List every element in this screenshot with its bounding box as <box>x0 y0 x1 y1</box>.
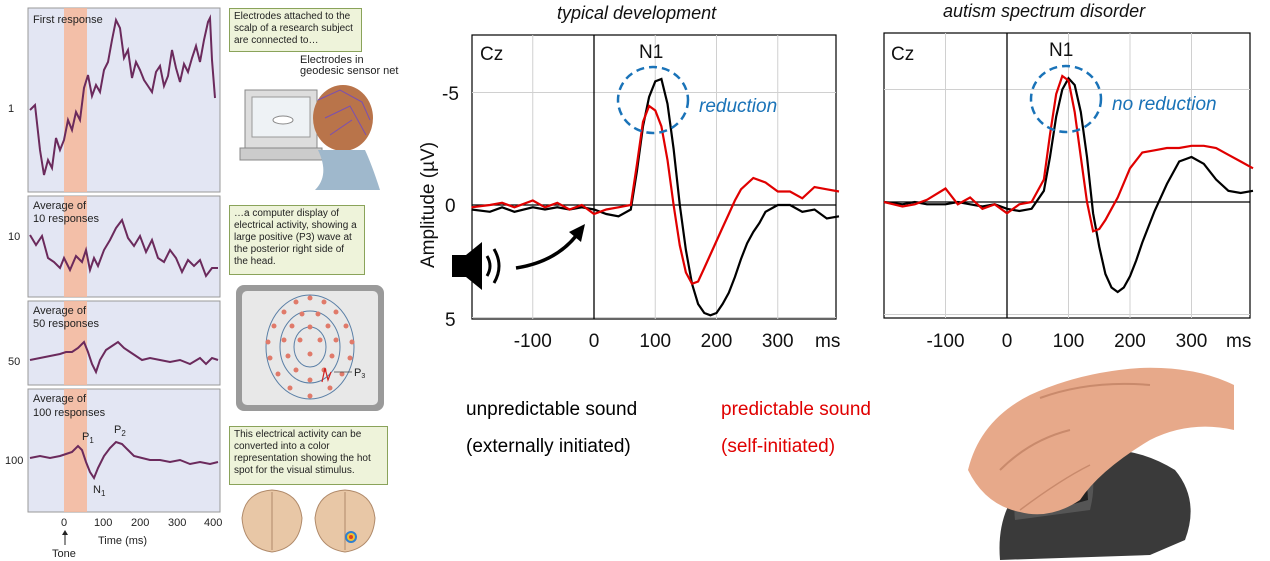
x-tick-label: 100 <box>639 331 671 352</box>
panel-label-3b: 50 responses <box>33 318 100 330</box>
trace-avg-100 <box>29 440 219 481</box>
left-x-label: Time (ms) <box>98 535 147 547</box>
peak-n1: N1 <box>93 484 106 498</box>
panel-avg-10: Average of 10 responses 10 <box>8 195 221 298</box>
x-tick-label: 300 <box>762 331 794 352</box>
plot-frame <box>883 32 1251 319</box>
speaker-icon <box>452 242 501 290</box>
panel-first-response: First response 1 <box>8 7 221 193</box>
x-unit: ms <box>815 331 840 352</box>
left-x-tick: 0 <box>61 517 67 529</box>
peak-p1: P1 <box>82 431 94 445</box>
peak-label-n1: N1 <box>639 42 663 63</box>
note-color-map: This electrical activity can be converte… <box>229 426 388 485</box>
arrow-head-icon <box>569 224 585 242</box>
x-tick-label: 300 <box>1176 331 1208 352</box>
y-tick: 5 <box>445 310 456 331</box>
y-label-100: 100 <box>5 455 23 467</box>
annotation-reduction: reduction <box>699 96 777 117</box>
y-tick: 0 <box>445 196 456 217</box>
panel-label-1: First response <box>33 14 103 26</box>
panel-label-4a: Average of <box>33 393 87 405</box>
panel-avg-50: Average of 50 responses 50 <box>8 300 221 386</box>
x-tick-label: 200 <box>1114 331 1146 352</box>
panel-label-2a: Average of <box>33 200 87 212</box>
panel-label-2b: 10 responses <box>33 213 100 225</box>
electrode-label: Cz <box>480 44 503 65</box>
left-x-tick: 200 <box>131 517 149 529</box>
note-display: …a computer display of electrical activi… <box>229 205 365 275</box>
legend-black-1: unpredictable sound <box>466 399 638 420</box>
panel-avg-100: Average of 100 responses 100 P1 P2 N1 <box>5 388 221 513</box>
plot-frame <box>471 34 837 320</box>
hand-mouse-image <box>968 367 1234 560</box>
tone-label: Tone <box>52 548 76 560</box>
panel-label-4b: 100 responses <box>33 407 106 419</box>
net-label-a: Electrodes in <box>300 54 364 66</box>
left-x-tick: 400 <box>204 517 222 529</box>
note-electrodes: Electrodes attached to the scalp of a re… <box>229 8 362 52</box>
annotation-no-reduction: no reduction <box>1112 94 1217 115</box>
x-ticks: -100 0 100 200 300 <box>514 331 794 352</box>
series-predictable <box>883 74 1254 233</box>
peak-label-n1: N1 <box>1049 40 1073 61</box>
chart-typical: typical development Cz N1 reduction -5 0… <box>418 3 840 352</box>
x-tick-label: 200 <box>701 331 733 352</box>
legend-red-1: predictable sound <box>721 399 871 420</box>
y-axis-label: Amplitude (µV) <box>418 142 439 268</box>
x-unit: ms <box>1226 331 1251 352</box>
x-tick-label: -100 <box>514 331 552 352</box>
x-tick-label: 0 <box>1002 331 1013 352</box>
x-tick-label: 0 <box>589 331 600 352</box>
y-label-10: 10 <box>8 231 20 243</box>
chart-asd: autism spectrum disorder Cz N1 no reduct… <box>883 1 1254 352</box>
legend-red-2: (self-initiated) <box>721 436 836 457</box>
brain-maps-illustration <box>241 489 376 553</box>
p3-label: P3 <box>354 367 365 380</box>
series-unpredictable <box>883 76 1254 294</box>
x-ticks: -100 0 100 200 300 <box>926 331 1207 352</box>
net-label-b: geodesic sensor net <box>300 65 398 77</box>
computer-subject-illustration: Electrodes in geodesic sensor net <box>239 54 398 190</box>
grid <box>472 35 836 319</box>
trace-first-response <box>29 14 216 176</box>
electrode-label: Cz <box>891 44 914 65</box>
no-reduction-circle <box>1029 64 1103 134</box>
left-x-axis: 0 100 200 300 400 Time (ms) Tone <box>52 517 222 560</box>
left-x-tick: 100 <box>94 517 112 529</box>
y-label-50: 50 <box>8 356 20 368</box>
trace-avg-10 <box>29 217 218 279</box>
x-tick-label: -100 <box>926 331 964 352</box>
chart-title-asd: autism spectrum disorder <box>943 1 1146 21</box>
peak-p2: P2 <box>114 424 126 438</box>
y-tick: -5 <box>442 84 459 105</box>
trace-avg-50 <box>29 340 219 375</box>
x-tick-label: 100 <box>1053 331 1085 352</box>
left-x-tick: 300 <box>168 517 186 529</box>
panel-label-3a: Average of <box>33 305 87 317</box>
reduction-circle <box>616 65 690 135</box>
arrow-icon <box>515 234 578 270</box>
electrode-map-illustration: P3 <box>236 285 384 411</box>
chart-title-typical: typical development <box>557 3 717 23</box>
legend-black-2: (externally initiated) <box>466 436 631 457</box>
y-label-1: 1 <box>8 103 14 115</box>
grid <box>884 33 1250 318</box>
series-predictable <box>471 104 840 286</box>
series-unpredictable <box>471 77 840 317</box>
